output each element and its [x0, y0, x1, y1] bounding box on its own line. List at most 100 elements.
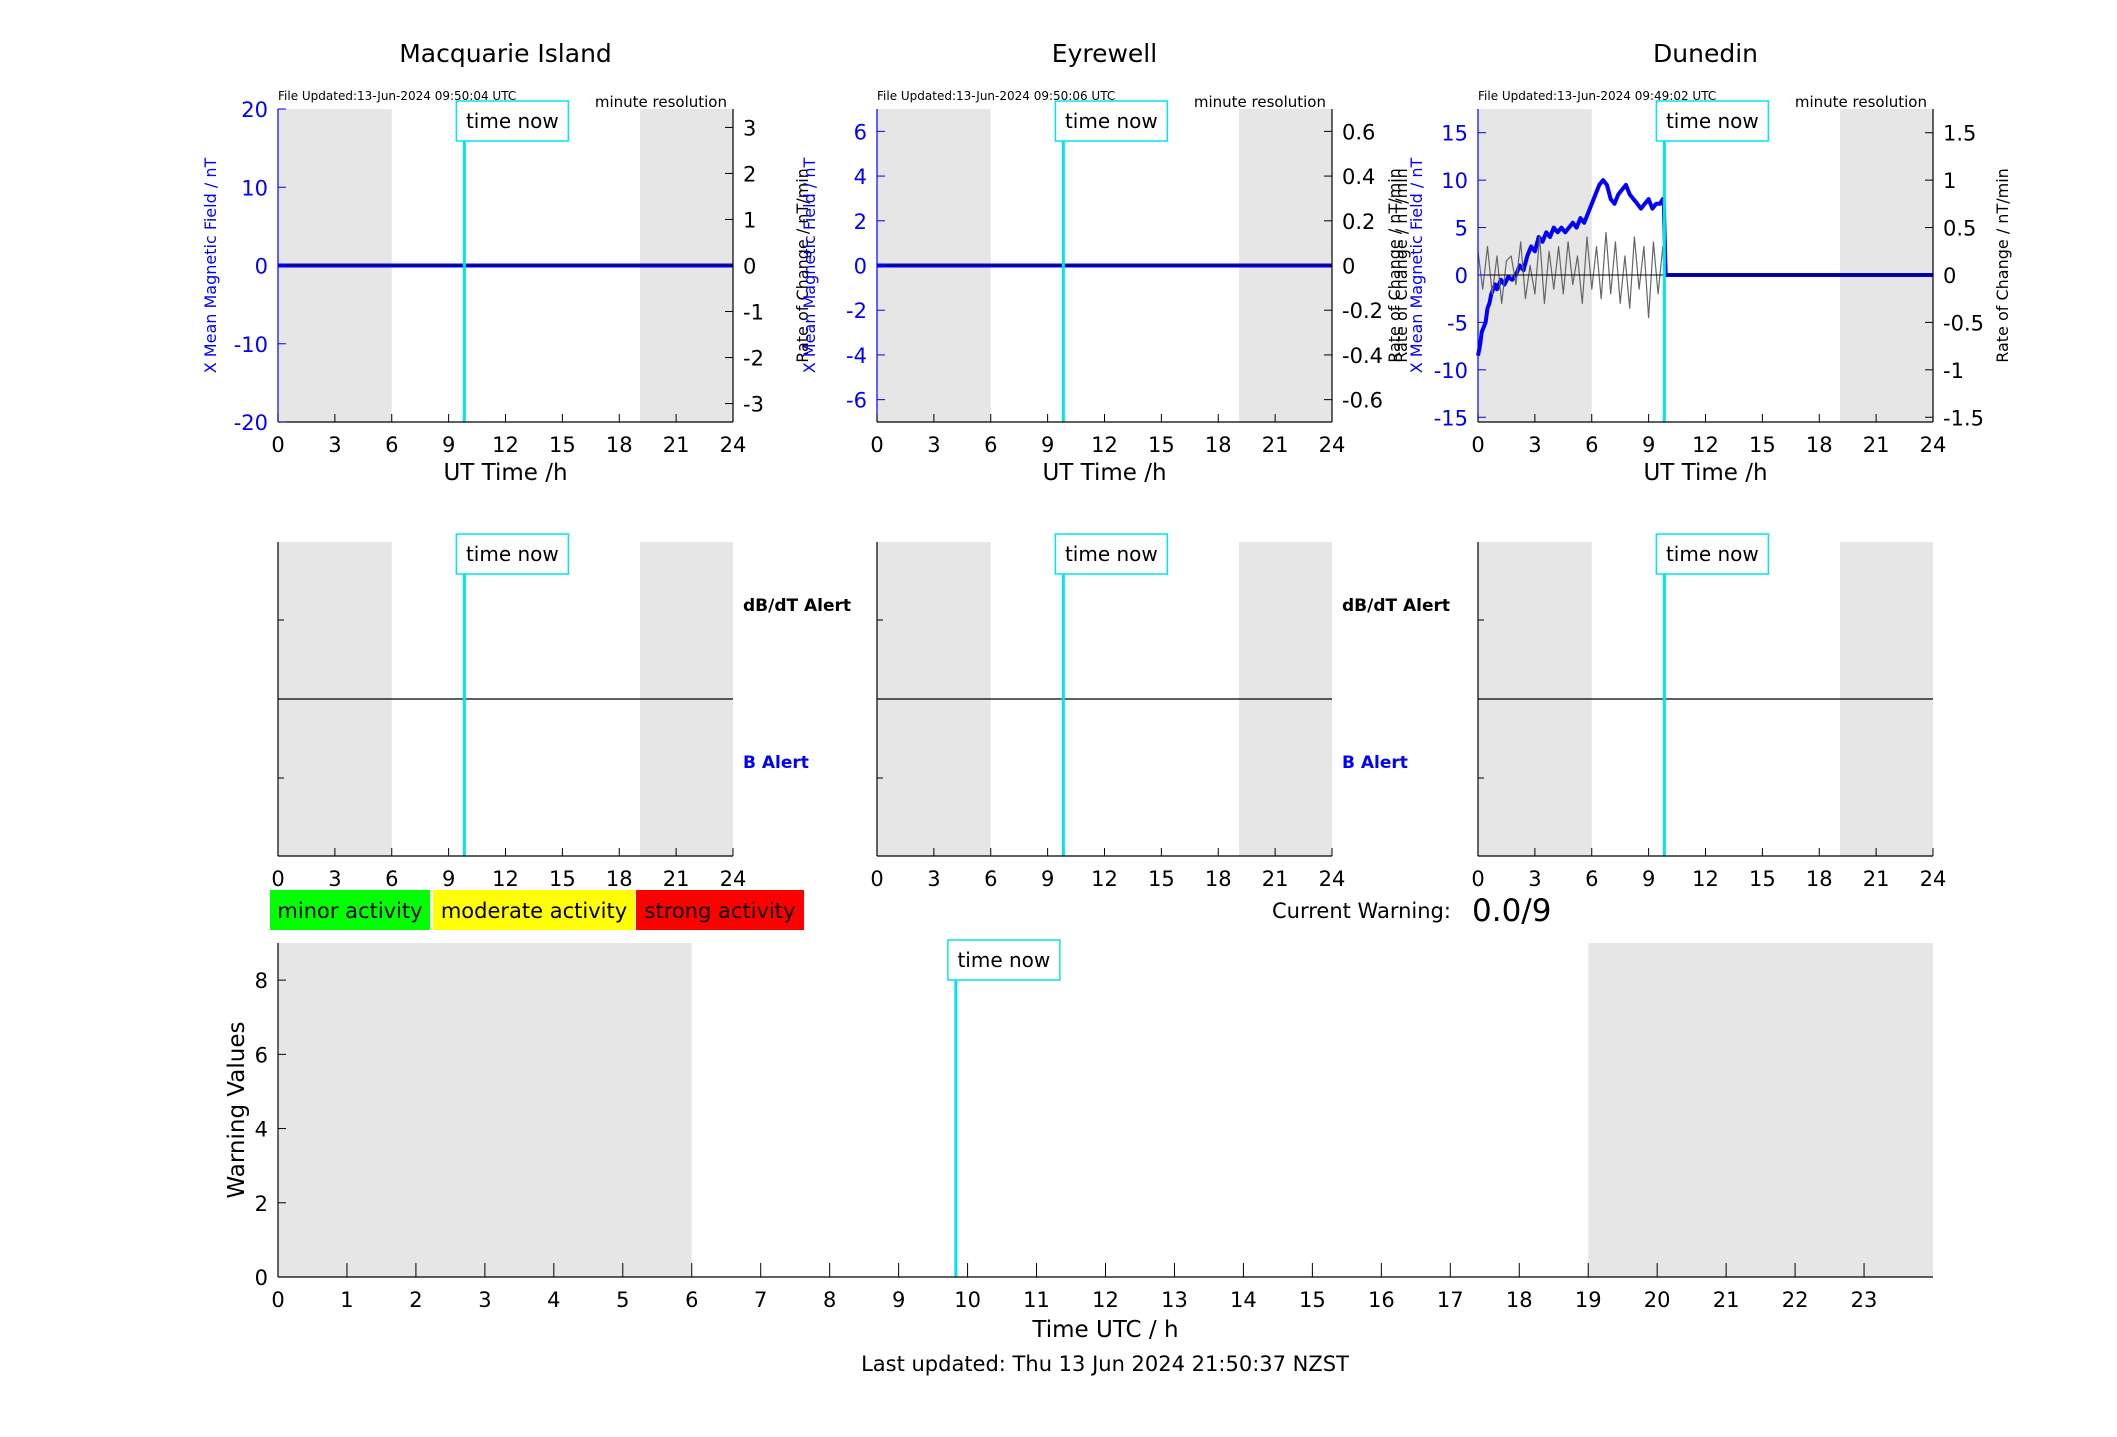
right-tick-label: -1	[743, 301, 764, 325]
time-now-box	[1054, 533, 1169, 575]
right-tick-label: 0	[1342, 255, 1355, 279]
x-tick-label: 10	[954, 1288, 981, 1312]
current-warning: Current Warning: 0.0/9	[1272, 893, 1551, 929]
x-tick-label: 0	[271, 1288, 284, 1312]
resolution-text: minute resolution	[1795, 93, 1927, 111]
time-now-box	[1054, 100, 1169, 142]
x-tick-label: 1	[340, 1288, 353, 1312]
right-tick-label: -0.5	[1943, 311, 1984, 335]
x-tick-label: 15	[1299, 1288, 1326, 1312]
right-axis-label: Rate of Change / nT/min	[1993, 168, 2012, 363]
x-tick-label: 21	[1863, 867, 1890, 891]
right-tick-label: -1.5	[1943, 406, 1984, 430]
right-tick-label: -0.6	[1342, 389, 1383, 413]
left-tick-label: 20	[241, 98, 268, 122]
x-tick-label: 21	[1262, 867, 1289, 891]
alert-panel-0: time now 0 3 6 9 12 15 18 21 24 dB/dT Alert B Alert	[271, 533, 851, 891]
right-tick-label: -3	[743, 393, 764, 417]
x-tick-label: 18	[1205, 433, 1232, 457]
x-tick-label: 6	[385, 867, 398, 891]
left-tick-label: 0	[1455, 264, 1468, 288]
x-tick-label: 9	[1642, 867, 1655, 891]
x-tick-label: 9	[1041, 867, 1054, 891]
time-now-label: time now	[1065, 542, 1158, 566]
night-shade	[278, 943, 692, 1277]
resolution-text: minute resolution	[595, 93, 727, 111]
right-tick-label: 0.4	[1342, 165, 1375, 189]
right-tick-label: 2	[743, 162, 756, 186]
station-panel-1: Eyrewell File Updated:13-Jun-2024 09:50:0…	[800, 39, 1411, 486]
y-tick-label: 2	[255, 1192, 268, 1216]
left-tick-label: -5	[1447, 311, 1468, 335]
x-tick-label: 9	[442, 433, 455, 457]
x-tick-label: 18	[606, 867, 633, 891]
rate-of-change-line	[1477, 231, 1665, 319]
resolution-text: minute resolution	[1194, 93, 1326, 111]
x-tick-label: 6	[385, 433, 398, 457]
legend-label: moderate activity	[441, 899, 627, 923]
x-tick-label: 3	[1528, 433, 1541, 457]
time-now-box	[1655, 533, 1770, 575]
x-axis-label: UT Time /h	[1643, 460, 1767, 486]
y-tick-label: 6	[255, 1043, 268, 1067]
x-tick-label: 15	[1148, 867, 1175, 891]
left-tick-label: 2	[854, 210, 867, 234]
left-axis-label: X Mean Magnetic Field / nT	[201, 158, 220, 374]
x-tick-label: 22	[1782, 1288, 1809, 1312]
x-tick-label: 8	[823, 1288, 836, 1312]
x-tick-label: 4	[547, 1288, 560, 1312]
right-tick-label: -1	[1943, 359, 1964, 383]
x-tick-label: 7	[754, 1288, 767, 1312]
time-now-label: time now	[1666, 542, 1759, 566]
y-tick-label: 8	[255, 969, 268, 993]
right-axis-label: Rate of Change / nT/min	[1392, 168, 1411, 363]
x-tick-label: 13	[1161, 1288, 1188, 1312]
x-tick-label: 18	[606, 433, 633, 457]
x-tick-label: 9	[892, 1288, 905, 1312]
x-tick-label: 19	[1575, 1288, 1602, 1312]
x-tick-label: 18	[1806, 867, 1833, 891]
x-tick-label: 21	[1262, 433, 1289, 457]
left-tick-label: -2	[846, 299, 867, 323]
legend-swatch	[270, 890, 430, 930]
right-tick-label: 1.5	[1943, 122, 1976, 146]
x-tick-label: 3	[927, 433, 940, 457]
time-now-label: time now	[1666, 109, 1759, 133]
x-tick-label: 15	[1749, 867, 1776, 891]
time-now-box	[455, 100, 570, 142]
x-tick-label: 3	[478, 1288, 491, 1312]
alert-panel-1: time now 0 3 6 9 12 15 18 21 24 dB/dT Alert B Alert	[870, 533, 1450, 891]
x-tick-label: 20	[1644, 1288, 1671, 1312]
x-tick-label: 24	[1920, 433, 1947, 457]
x-tick-label: 9	[442, 867, 455, 891]
legend-label: minor activity	[277, 899, 422, 923]
left-tick-label: 0	[255, 255, 268, 279]
left-tick-label: -4	[846, 344, 867, 368]
time-now-box	[455, 533, 570, 575]
x-tick-label: 0	[271, 433, 284, 457]
x-tick-label: 17	[1437, 1288, 1464, 1312]
dbdt-alert-label: dB/dT Alert	[1342, 596, 1450, 616]
time-now-box	[947, 939, 1061, 981]
x-tick-label: 5	[616, 1288, 629, 1312]
x-tick-label: 9	[1642, 433, 1655, 457]
y-axis-label: Warning Values	[224, 1021, 250, 1198]
x-tick-label: 18	[1506, 1288, 1533, 1312]
x-tick-label: 6	[685, 1288, 698, 1312]
x-tick-label: 3	[328, 867, 341, 891]
right-axis-label: Rate of Change / nT/min	[793, 168, 812, 363]
x-tick-label: 3	[927, 867, 940, 891]
left-tick-label: 15	[1441, 122, 1468, 146]
night-shade	[1588, 943, 1933, 1277]
left-tick-label: -10	[1434, 359, 1468, 383]
x-tick-label: 16	[1368, 1288, 1395, 1312]
night-shade	[1478, 109, 1592, 422]
right-tick-label: -2	[743, 347, 764, 371]
dbdt-alert-label: dB/dT Alert	[743, 596, 851, 616]
left-axis-label: X Mean Magnetic Field / nT	[800, 158, 819, 374]
time-now-label: time now	[1065, 109, 1158, 133]
station-panel-0: Macquarie Island File Updated:13-Jun-2024…	[201, 39, 812, 486]
x-tick-label: 15	[549, 433, 576, 457]
